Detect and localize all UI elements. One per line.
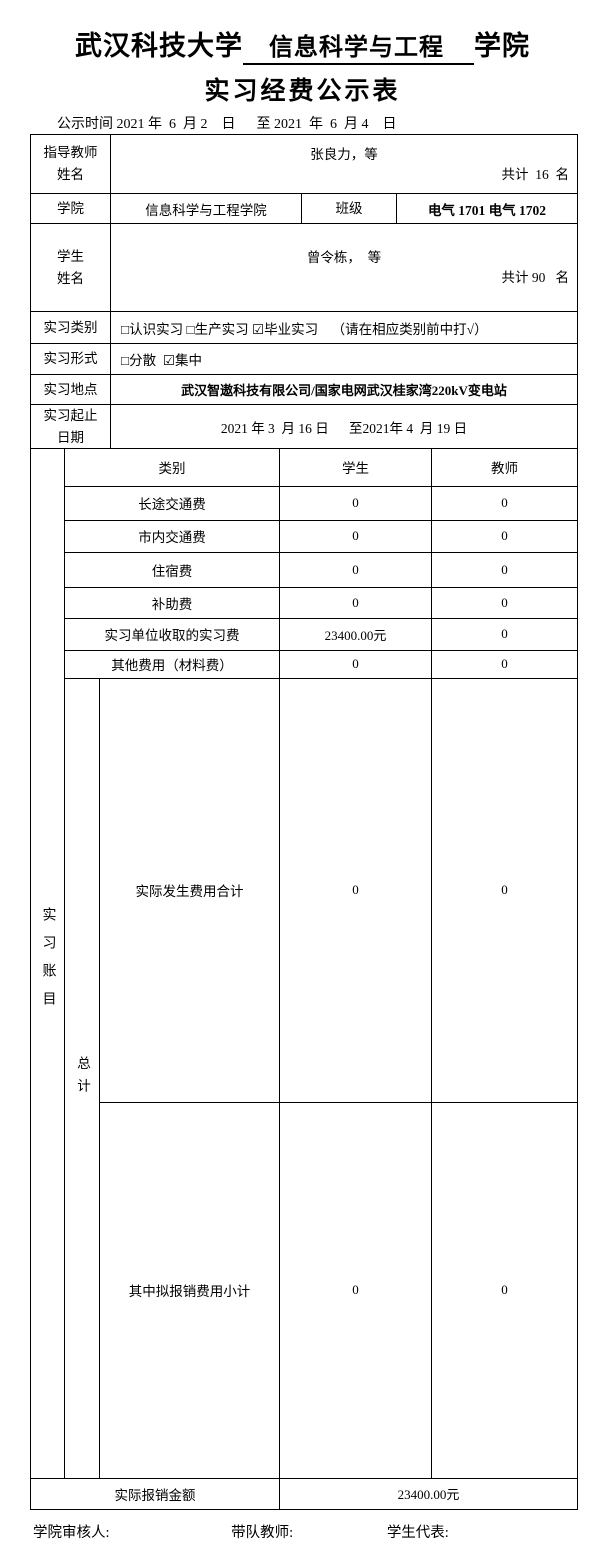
college-label: 学院 — [31, 194, 111, 224]
form-row: 实习形式 □分散 ☑集中 — [31, 344, 578, 375]
teacher-value: 0 — [432, 1103, 578, 1479]
category-row: 实习类别 □认识实习 □生产实习 ☑毕业实习 （请在相应类别前中打√） — [31, 312, 578, 344]
student-value: 0 — [280, 678, 432, 1102]
instructor-count: 共计 16 名 — [111, 163, 577, 186]
total-label: 总计 — [72, 679, 92, 1478]
reimburse-value: 23400.00元 — [280, 1478, 578, 1509]
signature-line: 学院审核人: 带队教师: 学生代表: — [0, 1521, 605, 1542]
students-row: 学生 姓名 曾令栋， 等 共计 90 名 — [31, 224, 578, 312]
expense-side-label-cell: 实习账目 — [31, 448, 65, 1478]
college-row: 学院 信息科学与工程学院 班级 电气 1701 电气 1702 — [31, 194, 578, 224]
form-checkboxes: □分散 ☑集中 — [111, 344, 578, 375]
student-value: 0 — [280, 587, 432, 618]
dates-label: 实习起止 日期 — [31, 405, 111, 449]
teacher-value: 0 — [432, 520, 578, 552]
total-category: 实际发生费用合计 — [100, 678, 280, 1102]
expense-header-row: 实习账目 类别 学生 教师 — [31, 448, 578, 486]
class-value: 电气 1701 电气 1702 — [397, 194, 578, 224]
student-value: 0 — [280, 486, 432, 520]
category-label: 实习类别 — [31, 312, 111, 344]
student-col-header: 学生 — [280, 448, 432, 486]
instructor-value: 张良力，等 — [111, 143, 577, 163]
teacher-col-header: 教师 — [432, 448, 578, 486]
student-value: 0 — [280, 1103, 432, 1479]
location-row: 实习地点 武汉智遨科技有限公司/国家电网武汉桂家湾220kV变电站 — [31, 375, 578, 405]
main-form-table: 指导教师 姓名 张良力，等 共计 16 名 学院 信息科学与工程学院 班级 电气… — [30, 134, 577, 1510]
total-row: 总计 实际发生费用合计 0 0 — [31, 678, 578, 1102]
publicity-time-line: 公示时间 2021 年 6 月 2 日 至 2021 年 6 月 4 日 — [57, 113, 605, 133]
instructor-cell: 张良力，等 共计 16 名 — [111, 135, 578, 194]
expense-table: 实习账目 类别 学生 教师 长途交通费 0 0 市内交通费 0 0 住宿费 0 … — [30, 448, 578, 1510]
student-value: 23400.00元 — [280, 618, 432, 650]
expense-category: 补助费 — [65, 587, 280, 618]
total-category: 其中拟报销费用小计 — [100, 1103, 280, 1479]
document-title-line2: 实习经费公示表 — [0, 71, 605, 107]
expense-category: 住宿费 — [65, 552, 280, 587]
title-suffix: 学院 — [474, 31, 530, 61]
form-label: 实习形式 — [31, 344, 111, 375]
dates-value: 2021 年 3 月 16 日 至2021年 4 月 19 日 — [111, 405, 578, 449]
expense-row: 市内交通费 0 0 — [31, 520, 578, 552]
university-name: 武汉科技大学 — [75, 31, 243, 61]
expense-row: 实习单位收取的实习费 23400.00元 0 — [31, 618, 578, 650]
location-label: 实习地点 — [31, 375, 111, 405]
instructor-label: 指导教师 姓名 — [31, 135, 111, 194]
teacher-value: 0 — [432, 552, 578, 587]
class-label: 班级 — [302, 194, 397, 224]
expense-row: 住宿费 0 0 — [31, 552, 578, 587]
expense-row: 其他费用（材料费） 0 0 — [31, 650, 578, 678]
expense-row: 补助费 0 0 — [31, 587, 578, 618]
college-value: 信息科学与工程学院 — [111, 194, 302, 224]
students-count: 共计 90 名 — [111, 266, 577, 289]
dates-row: 实习起止 日期 2021 年 3 月 16 日 至2021年 4 月 19 日 — [31, 405, 578, 449]
reimburse-row: 实际报销金额 23400.00元 — [31, 1478, 578, 1509]
expense-category: 其他费用（材料费） — [65, 650, 280, 678]
students-label: 学生 姓名 — [31, 224, 111, 312]
expense-category: 市内交通费 — [65, 520, 280, 552]
total-label-cell: 总计 — [65, 678, 100, 1478]
expense-category: 实习单位收取的实习费 — [65, 618, 280, 650]
document-page: 武汉科技大学信息科学与工程学院 实习经费公示表 公示时间 2021 年 6 月 … — [0, 24, 605, 823]
student-value: 0 — [280, 520, 432, 552]
expense-category: 长途交通费 — [65, 486, 280, 520]
student-value: 0 — [280, 552, 432, 587]
teacher-value: 0 — [432, 678, 578, 1102]
instructor-row: 指导教师 姓名 张良力，等 共计 16 名 — [31, 135, 578, 194]
teacher-value: 0 — [432, 587, 578, 618]
info-table: 指导教师 姓名 张良力，等 共计 16 名 学院 信息科学与工程学院 班级 电气… — [30, 134, 578, 449]
students-value: 曾令栋， 等 — [111, 246, 577, 266]
total-row: 其中拟报销费用小计 0 0 — [31, 1103, 578, 1479]
category-checkboxes: □认识实习 □生产实习 ☑毕业实习 （请在相应类别前中打√） — [111, 312, 578, 344]
college-blank-underlined: 信息科学与工程 — [243, 27, 474, 65]
leading-teacher-label: 带队教师: — [231, 1525, 293, 1541]
student-representative-label: 学生代表: — [387, 1525, 449, 1541]
document-title-line1: 武汉科技大学信息科学与工程学院 — [0, 24, 605, 65]
teacher-value: 0 — [432, 650, 578, 678]
teacher-value: 0 — [432, 486, 578, 520]
students-cell: 曾令栋， 等 共计 90 名 — [111, 224, 578, 312]
expense-side-label: 实习账目 — [38, 564, 58, 1363]
student-value: 0 — [280, 650, 432, 678]
teacher-value: 0 — [432, 618, 578, 650]
expense-row: 长途交通费 0 0 — [31, 486, 578, 520]
category-col-header: 类别 — [65, 448, 280, 486]
reimburse-label: 实际报销金额 — [31, 1478, 280, 1509]
college-reviewer-label: 学院审核人: — [33, 1525, 110, 1541]
location-value: 武汉智遨科技有限公司/国家电网武汉桂家湾220kV变电站 — [111, 375, 578, 405]
